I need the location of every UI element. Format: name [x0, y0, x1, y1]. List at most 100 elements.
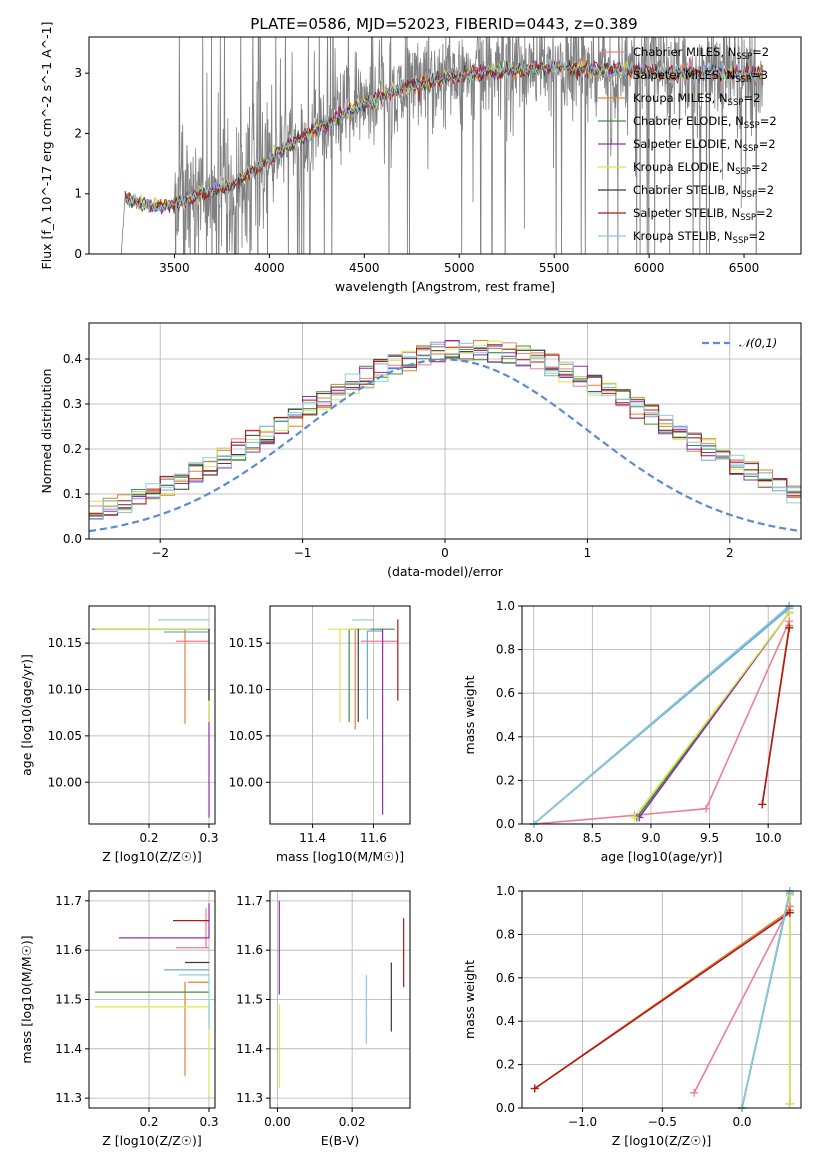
y-tick-label: 11.3 [55, 1091, 82, 1105]
x-tick-label: −0.5 [648, 1115, 677, 1129]
plot-area-age_vs_mass [327, 619, 399, 815]
legend-label: Salpeter ELODIE, NSSP=2 [633, 137, 776, 154]
errorbar-point [366, 630, 368, 632]
y-tick-label: 0.0 [496, 1101, 515, 1115]
y-tick-label: 10.05 [229, 729, 263, 743]
legend-label-base: Salpeter MILES, N [633, 68, 735, 82]
axes-mass_vs_ebv: 0.00 0.02 11.3 11.4 11.5 11.6 11.7 E(B-V) [236, 891, 410, 1148]
y-tick-label: 11.6 [236, 943, 263, 957]
errorbar-point [365, 1008, 367, 1010]
legend-label-tail: =2 [760, 114, 777, 128]
y-axis-label: mass [log10(M/M☉)] [19, 935, 34, 1063]
x-tick-label: 0.2 [139, 831, 158, 845]
y-tick-label: 0.2 [496, 1058, 515, 1072]
x-axis-label: E(B-V) [321, 1133, 360, 1148]
y-tick-label: 10.00 [229, 775, 263, 789]
frame-residuals [88, 322, 802, 540]
series-line-7 [761, 627, 791, 805]
errorbar-point [205, 981, 207, 983]
x-tick-label: −1 [294, 546, 312, 560]
series-marker [702, 804, 711, 813]
legend-label-sub: SSP [735, 75, 751, 85]
errorbar-point [208, 628, 210, 630]
x-tick-label: 11.4 [299, 831, 326, 845]
y-tick-label: 11.5 [236, 993, 263, 1007]
x-tick-label: 9.5 [700, 831, 719, 845]
legend-label-tail: =3 [751, 68, 768, 82]
legend-label-sub: SSP [736, 52, 752, 62]
figure-title: PLATE=0586, MJD=52023, FIBERID=0443, z=0… [250, 15, 637, 33]
legend-label: Kroupa MILES, NSSP=2 [633, 91, 760, 108]
legend-label-base: Kroupa STELIB, N [633, 229, 733, 243]
errorbar-point [208, 961, 210, 964]
x-tick-label: 0.3 [199, 831, 218, 845]
legend-label: Kroupa ELODIE, NSSP=2 [633, 160, 768, 177]
y-tick-label: 0.0 [63, 532, 82, 546]
y-tick-label: 0.0 [496, 817, 515, 831]
errorbar-point [205, 969, 207, 971]
errorbar-point [382, 628, 384, 630]
plot-area-mass_vs_ebv [276, 900, 405, 1089]
legend-label-sub: SSP [741, 190, 757, 200]
legend-label-sub: SSP [743, 144, 759, 154]
series-line-0 [533, 620, 791, 824]
x-tick-label: 0 [441, 546, 449, 560]
x-tick-label: 6000 [634, 261, 665, 275]
x-tick-label: 3500 [159, 261, 190, 275]
y-tick-label: 11.5 [55, 993, 82, 1007]
legend-label: Salpeter MILES, NSSP=3 [633, 68, 768, 85]
series-marker [758, 800, 767, 809]
normal-curve-line [89, 358, 801, 533]
frame-massweight_vs_age [521, 605, 802, 825]
x-tick-label: −2 [151, 546, 169, 560]
x-tick-label: −1.0 [568, 1115, 597, 1129]
axes-spectrum: 3500 4000 4500 5000 5500 6000 6500 0 1 2 3 waveleng… [39, 22, 759, 294]
y-tick-label: 1.0 [496, 599, 515, 613]
x-tick-label: 9.0 [641, 831, 660, 845]
frame-mass_vs_Z [88, 890, 216, 1109]
y-tick-label: 0.2 [496, 773, 515, 787]
legend-label-base: Kroupa MILES, N [633, 91, 728, 105]
errorbar-point [208, 974, 210, 976]
legend-label-sub: SSP [740, 213, 756, 223]
legend-label-sub: SSP [735, 167, 751, 177]
errorbar-point [184, 981, 186, 983]
errorbar-point [366, 619, 368, 621]
series-marker [785, 623, 794, 632]
frame-mass_vs_ebv [269, 890, 411, 1109]
legend-label-tail: =2 [757, 183, 774, 197]
errorbar-point [397, 619, 399, 621]
legend-label: Kroupa STELIB, NSSP=2 [633, 229, 765, 246]
x-tick-label: 0.2 [139, 1115, 158, 1129]
axes-massweight_vs_age: 8.0 8.5 9.0 9.5 10.0 0.0 0.2 0.4 0.6 0.8 1.0 age [l… [462, 599, 801, 864]
frame-age_vs_Z [88, 605, 216, 825]
errorbar-point [205, 640, 207, 642]
errorbar-point [360, 640, 362, 642]
model-line-7 [124, 59, 764, 213]
y-tick-label: 11.7 [236, 894, 263, 908]
series-line-8 [533, 606, 790, 824]
x-tick-label: 4500 [349, 261, 380, 275]
histogram-8 [89, 342, 801, 520]
y-tick-label: 11.7 [55, 894, 82, 908]
errorbar-point [357, 628, 359, 630]
legend-label: Chabrier ELODIE, NSSP=2 [633, 114, 777, 131]
x-tick-label: 5500 [539, 261, 570, 275]
x-axis-label: (data-model)/error [387, 564, 504, 579]
errorbar-point [278, 949, 280, 951]
series-marker [530, 1084, 539, 1093]
y-tick-label: 3 [74, 66, 82, 80]
frame-massweight_vs_Z [521, 890, 802, 1109]
legend-label: Chabrier STELIB, NSSP=2 [633, 183, 774, 200]
y-axis-label: age [log10(age/yr)] [19, 654, 34, 776]
legend-label-sub: SSP [733, 236, 749, 246]
x-axis-label: mass [log10(M/M☉)] [276, 849, 404, 864]
x-axis-label: Z [log10(Z/Z☉)] [102, 1133, 202, 1148]
x-tick-label: 8.5 [583, 831, 602, 845]
y-tick-label: 1.0 [496, 884, 515, 898]
y-tick-label: 0.4 [496, 730, 515, 744]
x-tick-label: 10.0 [755, 831, 782, 845]
errorbar-point [278, 1038, 280, 1040]
